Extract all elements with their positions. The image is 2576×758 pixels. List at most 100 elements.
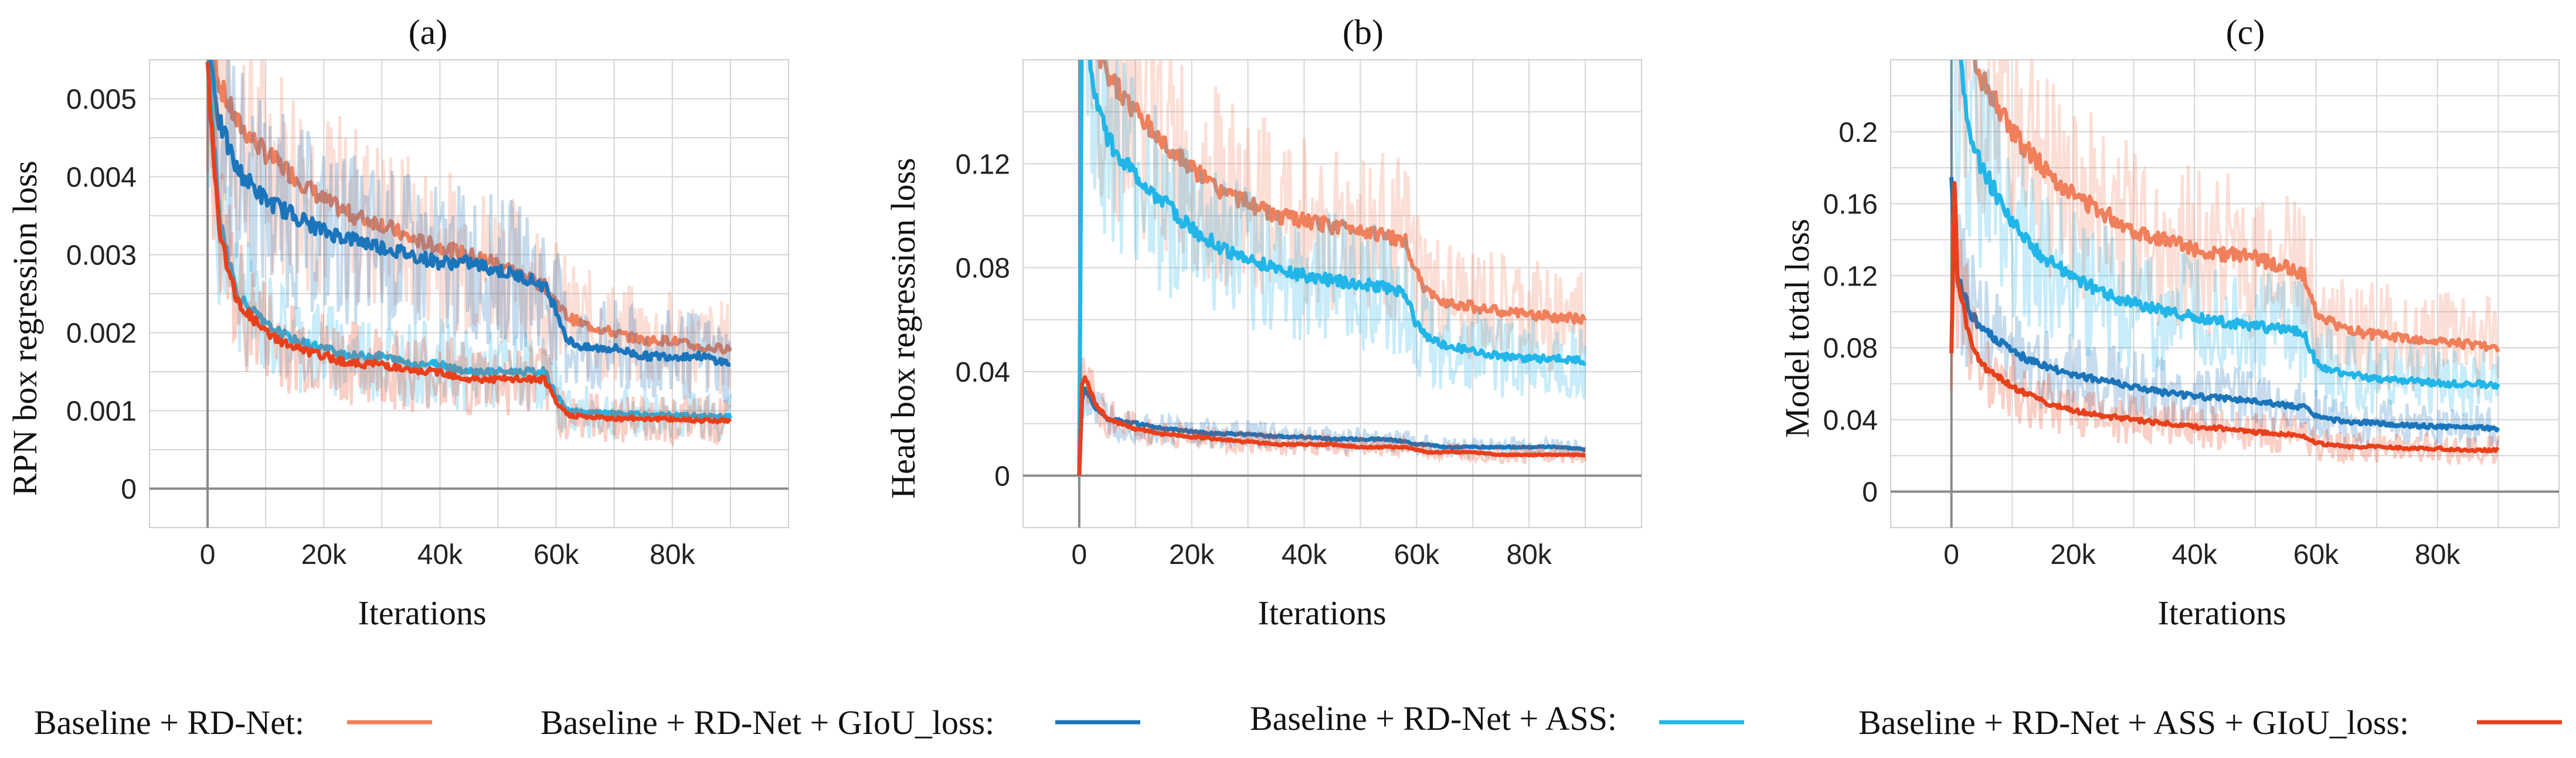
series-rdnet_ass-point	[1500, 355, 1502, 357]
series-rdnet_ass_giou-point	[2497, 449, 2499, 451]
series-rdnet_giou-point	[2133, 386, 2135, 389]
legend-item-rdnet-giou: Baseline + RD-Net + GIoU_loss:	[541, 703, 1140, 742]
series-rdnet_ass-point	[1969, 131, 1971, 133]
series-rdnet_ass_giou-point	[1247, 441, 1249, 443]
series-rdnet-point	[1219, 189, 1221, 191]
series-rdnet_ass-line	[205, 66, 733, 421]
series-rdnet_ass-point	[1331, 280, 1334, 282]
series-rdnet_ass_giou-point	[468, 378, 470, 380]
series-rdnet_giou-point	[1443, 446, 1446, 448]
series-rdnet_ass_giou-point	[2041, 400, 2044, 403]
series-rdnet_giou-point	[642, 355, 644, 357]
series-rdnet_ass_giou-point	[1584, 454, 1586, 456]
series-rdnet_ass_giou-point	[566, 413, 569, 416]
series-rdnet_ass_giou-point	[1078, 474, 1080, 477]
series-rdnet_giou-point	[2327, 419, 2329, 421]
panel-a-y-tick-label: 0.004	[66, 162, 137, 193]
series-rdnet_ass_giou-point	[2315, 442, 2317, 444]
series-rdnet_giou-point	[410, 254, 412, 256]
series-rdnet_ass-point	[1556, 358, 1558, 360]
series-rdnet_ass_giou-point	[2011, 386, 2013, 389]
panel-c-x-tick-label: 60k	[2293, 539, 2339, 570]
series-rdnet_ass_giou-point	[1163, 433, 1165, 435]
series-rdnet-point	[2285, 266, 2287, 268]
series-rdnet_ass_giou-point	[1953, 185, 1956, 187]
series-rdnet-point	[439, 246, 441, 248]
series-rdnet_ass-point	[2011, 220, 2013, 223]
series-rdnet_ass_giou-point	[1081, 383, 1083, 386]
series-rdnet_ass-point	[2102, 293, 2105, 295]
series-rdnet-point	[1443, 300, 1446, 302]
panel-b-x-axis-label: Iterations	[1258, 594, 1386, 632]
series-rdnet-point	[2072, 193, 2074, 196]
panel-b-y-tick-label: 0.12	[956, 149, 1010, 180]
series-rdnet_ass-point	[1427, 336, 1429, 339]
series-rdnet_ass_giou-point	[2285, 433, 2287, 435]
series-rdnet-point	[2327, 319, 2329, 322]
series-rdnet_ass-point	[468, 370, 470, 373]
series-rdnet_ass-raw-line	[1078, 60, 1587, 483]
series-rdnet_ass-point	[2327, 368, 2329, 370]
series-rdnet_giou-point	[2303, 406, 2305, 408]
panel-c-y-tick-label: 0.04	[1823, 405, 1878, 436]
series-rdnet_ass-point	[2041, 257, 2044, 259]
series-rdnet_giou-point	[555, 308, 558, 311]
series-rdnet_giou-point	[2163, 392, 2165, 394]
series-rdnet_ass-point	[1191, 227, 1193, 230]
series-rdnet_ass-point	[2254, 325, 2256, 327]
series-rdnet_giou-point	[2193, 395, 2196, 397]
series-rdnet-point	[1969, 40, 1971, 43]
panel-c-x-tick-label: 40k	[2171, 539, 2217, 570]
series-rdnet_giou-point	[2102, 379, 2105, 381]
series-rdnet_ass_giou-point	[1219, 438, 1221, 440]
series-rdnet_ass-point	[2303, 332, 2305, 335]
series-rdnet_ass-point	[1471, 350, 1474, 352]
series-rdnet_ass-point	[2376, 377, 2378, 379]
series-rdnet_ass-point	[1584, 360, 1586, 362]
panel-a-x-tick-label: 20k	[301, 539, 347, 570]
panel-c: (c) Model total loss Iterations 0 20k 40k 6…	[1778, 13, 2560, 632]
panel-a: (a) RPN box regression loss Iterations 0…	[6, 13, 789, 632]
series-rdnet-point	[2224, 253, 2226, 255]
series-rdnet_giou-point	[2467, 426, 2469, 428]
series-rdnet-point	[1303, 220, 1306, 222]
series-rdnet_ass_giou-point	[2163, 422, 2165, 424]
legend-label-rdnet-ass: Baseline + RD-Net + ASS:	[1250, 699, 1617, 737]
panel-b-x-tick-label: 20k	[1169, 539, 1215, 570]
panel-b-x-tick-label: 40k	[1282, 539, 1327, 570]
series-rdnet_giou-point	[2345, 420, 2347, 423]
panel-c-y-tick-label: 0.12	[1823, 261, 1878, 292]
series-rdnet_ass_giou-point	[1980, 365, 1983, 367]
series-rdnet_giou-point	[566, 339, 569, 342]
panel-c-x-axis-label: Iterations	[2157, 594, 2286, 632]
series-rdnet-point	[1528, 313, 1530, 315]
series-rdnet_ass_giou-point	[555, 402, 558, 404]
series-rdnet_giou-point	[1427, 443, 1429, 446]
panel-a-y-tick-label: 0	[121, 474, 137, 505]
series-rdnet_ass_giou-point	[497, 378, 499, 380]
series-rdnet_ass_giou-point	[2224, 427, 2226, 430]
series-rdnet_giou-raw-line	[206, 60, 732, 403]
series-rdnet_ass-line	[1959, 60, 2500, 390]
series-rdnet_giou-raw-line	[1950, 110, 2500, 449]
panel-c-plot-area	[1949, 40, 2500, 467]
series-rdnet_ass-point	[2133, 301, 2135, 304]
series-rdnet_ass_giou-point	[526, 378, 528, 380]
series-rdnet-point	[1471, 305, 1474, 308]
series-rdnet_giou-point	[1980, 328, 1983, 331]
series-rdnet-point	[671, 339, 674, 342]
series-rdnet_ass_giou-point	[700, 419, 702, 421]
series-rdnet_giou-point	[206, 35, 209, 38]
series-rdnet-point	[2497, 346, 2499, 349]
series-rdnet_ass-point	[2285, 328, 2287, 331]
series-rdnet_ass_giou-point	[584, 416, 586, 418]
series-rdnet_ass-point	[1303, 274, 1306, 277]
series-rdnet_ass-point	[2072, 274, 2074, 277]
series-rdnet_ass_giou-point	[613, 417, 616, 420]
series-rdnet-point	[2315, 311, 2317, 313]
series-rdnet_ass-point	[729, 416, 732, 418]
series-rdnet_ass-point	[1528, 358, 1530, 360]
panel-a-y-tick-label: 0.002	[66, 318, 137, 349]
series-rdnet_ass-line	[1077, 60, 1586, 476]
